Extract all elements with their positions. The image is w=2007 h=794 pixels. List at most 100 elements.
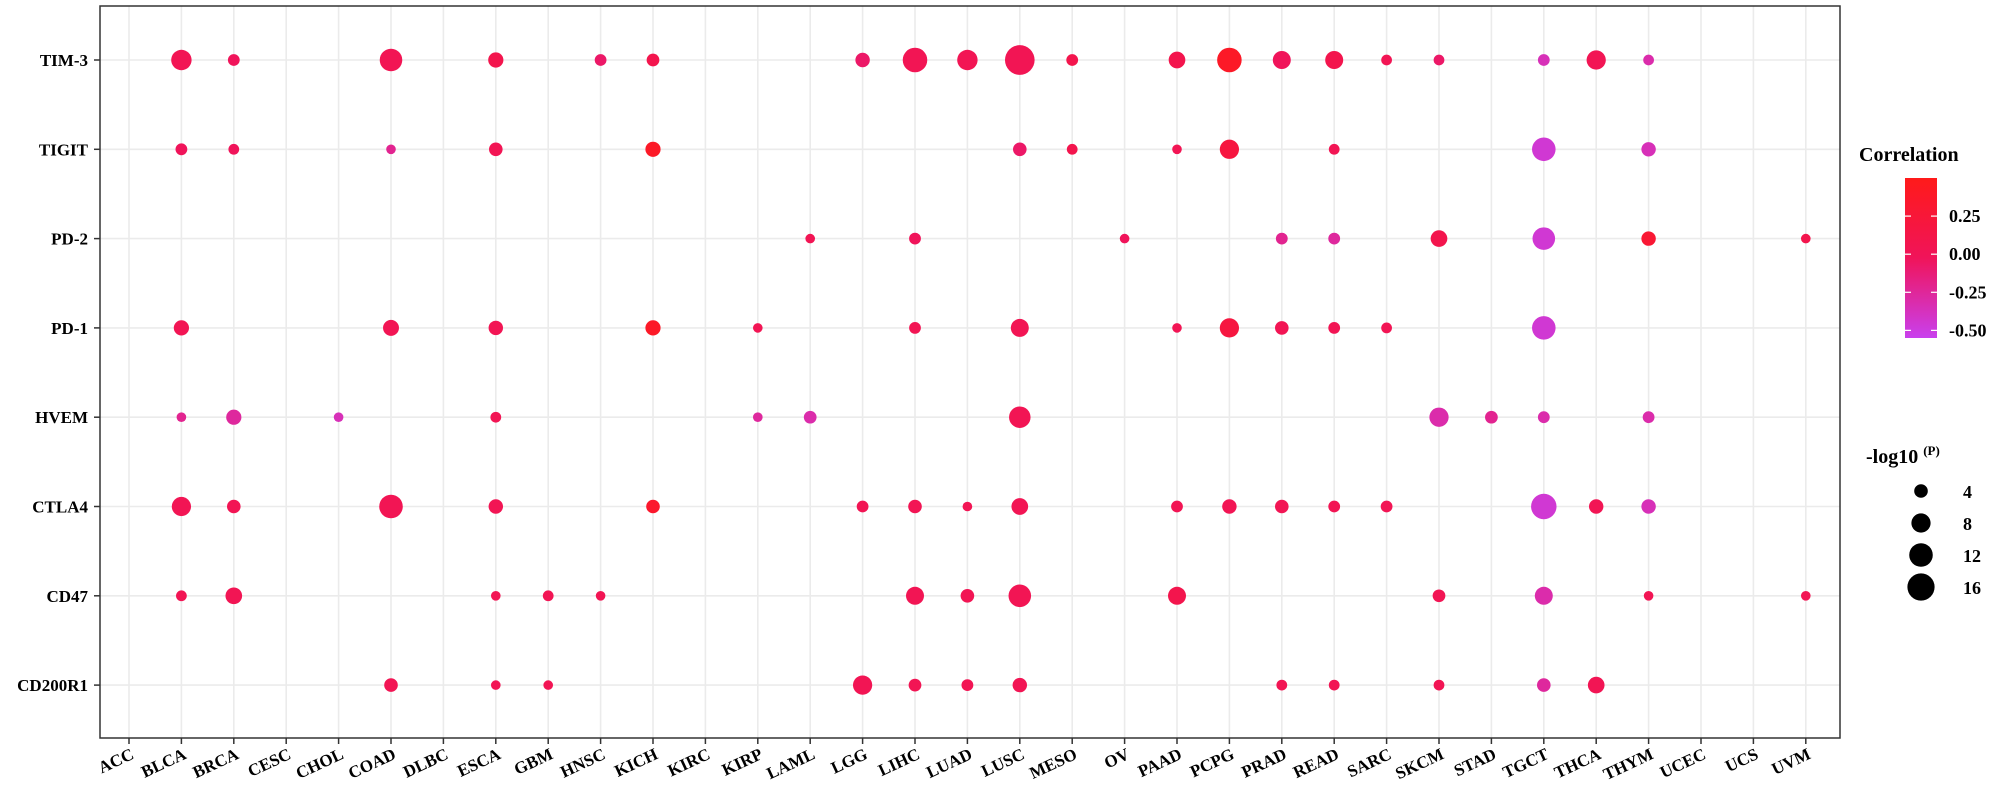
data-point <box>488 52 504 68</box>
data-point <box>488 320 504 336</box>
data-point <box>1272 51 1291 69</box>
data-point <box>1537 411 1550 424</box>
data-point <box>1381 54 1392 66</box>
x-tick-label: LAML <box>764 744 818 783</box>
colorbar-tick-label: 0.00 <box>1949 244 1981 264</box>
data-point <box>1325 51 1344 69</box>
data-point <box>908 499 922 514</box>
x-tick-label: DLBC <box>400 744 451 781</box>
data-point <box>490 411 502 423</box>
data-point <box>1328 679 1340 691</box>
data-point <box>1641 231 1656 246</box>
y-tick-label: CTLA4 <box>32 498 88 517</box>
size-legend-label: 8 <box>1963 514 1972 534</box>
data-point <box>1531 493 1557 520</box>
x-tick-label: THCA <box>1551 744 1604 782</box>
colorbar <box>1905 178 1937 338</box>
data-point <box>175 143 188 156</box>
size-legend-circle <box>1907 573 1935 601</box>
size-legend-title-main: -log10 <box>1866 446 1918 468</box>
data-point <box>1009 406 1031 428</box>
data-point <box>1171 500 1183 513</box>
data-point <box>1433 54 1445 66</box>
data-point <box>908 678 922 692</box>
data-point <box>1588 499 1604 514</box>
data-point <box>173 320 189 336</box>
data-point <box>1004 45 1035 75</box>
x-tick-label: UCS <box>1722 744 1761 776</box>
data-point <box>1641 142 1656 157</box>
data-point <box>1222 499 1237 514</box>
data-point <box>225 587 243 605</box>
data-point <box>1380 500 1393 513</box>
size-legend-title: -log10 (P) <box>1866 443 1940 468</box>
size-legend-title-superscript: (P) <box>1923 443 1940 458</box>
colorbar-tick-label: -0.50 <box>1949 320 1987 340</box>
size-legend-circle <box>1914 484 1928 498</box>
data-points <box>171 45 1811 695</box>
x-tick-label: ESCA <box>454 744 504 781</box>
x-tick-label: HNSC <box>557 744 608 781</box>
data-point <box>1013 142 1027 157</box>
data-point <box>902 47 928 73</box>
data-point <box>752 412 763 423</box>
x-tick-label: UVM <box>1769 744 1814 778</box>
data-point <box>1532 137 1556 162</box>
data-point <box>1381 322 1392 334</box>
data-point <box>646 53 660 67</box>
data-point <box>171 496 192 517</box>
data-point <box>1168 586 1186 605</box>
data-point <box>1641 499 1656 514</box>
data-point <box>1011 498 1029 515</box>
data-point <box>1328 322 1341 334</box>
data-point <box>1432 589 1446 603</box>
colorbar-tick-label: 0.25 <box>1949 206 1981 226</box>
x-tick-label: CHOL <box>293 744 346 782</box>
data-point <box>543 680 554 690</box>
x-tick-label: PCPG <box>1187 744 1237 781</box>
colorbar-ticks: 0.25 0.00 -0.25 -0.50 <box>1905 206 1987 340</box>
x-tick-label: SARC <box>1344 744 1394 781</box>
data-point <box>1217 47 1242 73</box>
data-point <box>171 49 192 71</box>
x-tick-label: THYM <box>1600 744 1656 784</box>
data-point <box>488 499 504 514</box>
x-tick-label: PAAD <box>1135 744 1185 781</box>
x-tick-label: MESO <box>1026 744 1079 782</box>
data-point <box>1219 318 1240 338</box>
data-point <box>1010 318 1029 337</box>
data-point <box>909 322 921 334</box>
data-point <box>1012 677 1028 693</box>
data-point <box>909 232 921 245</box>
data-point <box>1537 54 1550 66</box>
data-point <box>1328 232 1341 245</box>
data-point <box>228 143 240 155</box>
y-tick-label: TIM-3 <box>40 51 88 70</box>
x-tick-label: BRCA <box>190 744 242 782</box>
data-point <box>961 679 974 691</box>
data-point <box>1008 584 1032 608</box>
x-tick-label: GBM <box>511 744 556 778</box>
x-tick-label: BLCA <box>138 744 189 781</box>
y-tick-label: HVEM <box>35 408 88 427</box>
x-tick-label: READ <box>1290 744 1342 782</box>
data-point <box>957 49 978 71</box>
data-point <box>226 409 242 425</box>
data-point <box>645 320 661 336</box>
x-tick-label: SKCM <box>1392 744 1446 783</box>
size-legend-label: 12 <box>1963 546 1981 566</box>
data-point <box>384 678 398 692</box>
size-legend-circle <box>1909 543 1933 567</box>
data-point <box>645 141 661 157</box>
x-tick-label: OV <box>1101 744 1133 772</box>
x-tick-label: LUSC <box>978 744 1027 780</box>
data-point <box>646 499 660 514</box>
data-point <box>1430 230 1448 247</box>
data-point <box>1429 407 1449 427</box>
x-tick-label: LIHC <box>875 744 922 780</box>
data-point <box>1800 590 1811 601</box>
data-point <box>176 590 187 602</box>
data-point <box>1275 321 1289 335</box>
grid-lines <box>100 6 1840 738</box>
